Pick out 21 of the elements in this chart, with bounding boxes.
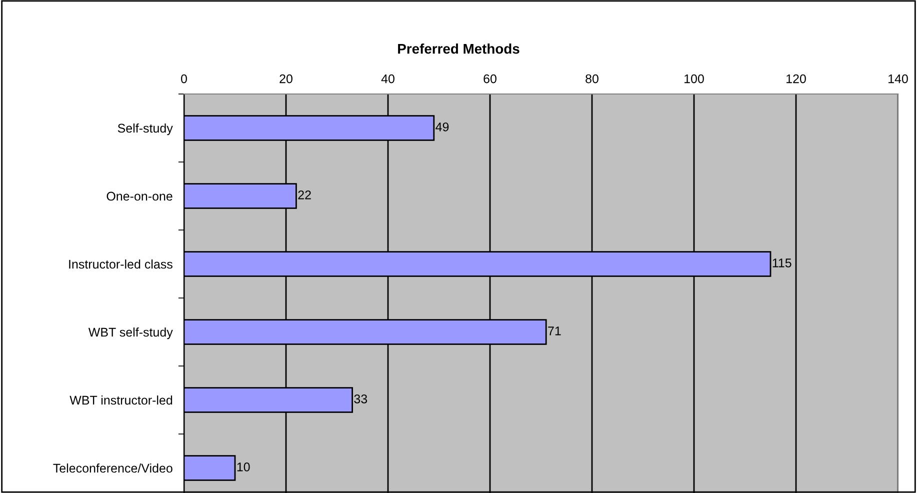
data-label: 33 (354, 394, 368, 404)
y-tick-label: WBT self-study (88, 327, 173, 340)
data-label: 115 (772, 258, 792, 268)
y-tick-label: Teleconference/Video (53, 463, 172, 473)
x-tick-label: 60 (484, 74, 496, 84)
data-label: 22 (298, 190, 311, 200)
chart-title: Preferred Methods (398, 44, 520, 54)
x-tick-label: 140 (888, 74, 908, 84)
y-tick-label: Instructor-led class (69, 259, 172, 269)
x-tick-label: 80 (586, 74, 598, 84)
y-tick-label: WBT instructor-led (70, 395, 172, 405)
data-label: 10 (237, 462, 250, 472)
x-tick-label: 0 (181, 74, 187, 84)
x-tick-label: 120 (786, 74, 806, 84)
data-label: 71 (548, 326, 561, 336)
x-tick-label: 40 (381, 74, 394, 84)
x-tick-label: 100 (684, 74, 704, 84)
y-tick-label: One-on-one (106, 192, 172, 201)
y-tick-label: Self-study (118, 123, 173, 136)
x-tick-label: 20 (280, 74, 292, 84)
data-label: 49 (436, 122, 449, 132)
